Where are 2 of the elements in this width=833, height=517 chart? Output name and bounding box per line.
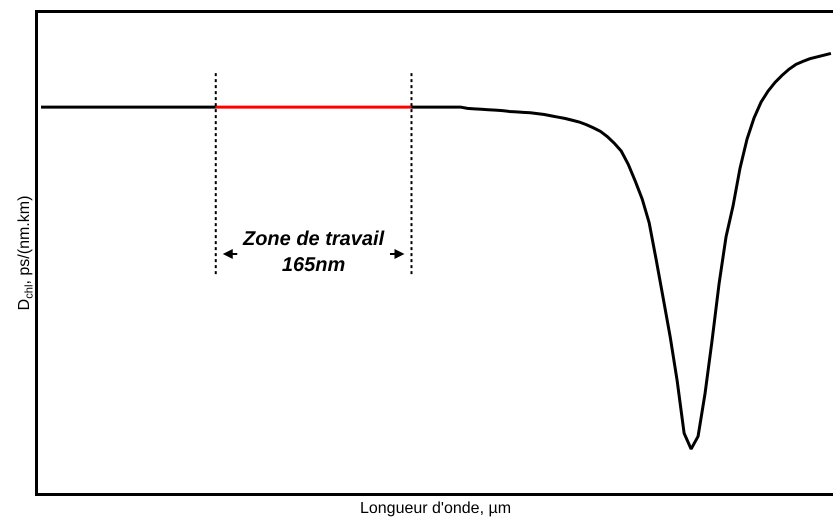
- x-axis-title: Longueur d'onde, µm: [360, 500, 512, 517]
- annotation: Zone de travail 165nm: [242, 228, 385, 276]
